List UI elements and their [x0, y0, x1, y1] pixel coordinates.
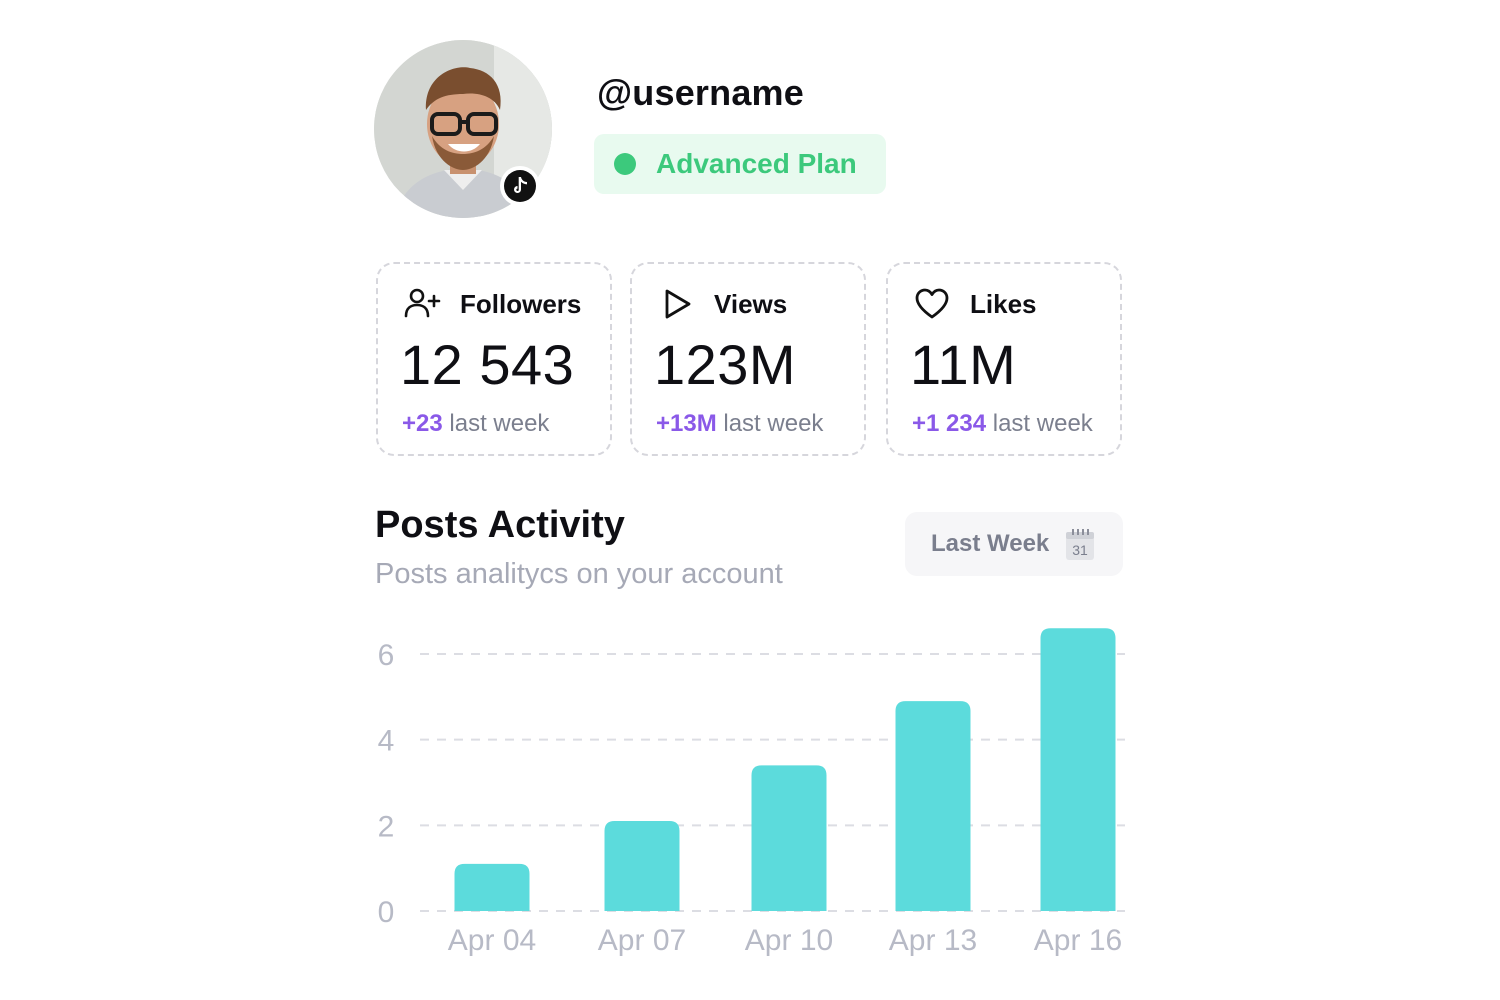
stat-delta-suffix: last week — [992, 410, 1093, 437]
x-tick-label: Apr 07 — [598, 924, 686, 957]
stat-name: Likes — [970, 288, 1037, 319]
calendar-icon: 31 — [1066, 529, 1095, 560]
stat-card-likes[interactable]: Likes 11M +1 234 last week — [886, 262, 1122, 456]
play-icon — [665, 289, 691, 319]
status-dot-icon — [614, 153, 636, 175]
stat-name: Followers — [460, 288, 582, 319]
section-subtitle: Posts analitycs on your account — [375, 558, 783, 590]
avatar-photo — [374, 40, 552, 218]
x-tick-label: Apr 04 — [448, 924, 536, 957]
bar-apr-07[interactable] — [604, 821, 680, 911]
section-title: Posts Activity — [375, 504, 625, 546]
bar-apr-13[interactable] — [895, 701, 971, 911]
calendar-day: 31 — [1072, 542, 1088, 558]
x-tick-label: Apr 16 — [1034, 924, 1122, 957]
bar-apr-04[interactable] — [454, 863, 530, 911]
stat-delta-value: +13M — [656, 410, 717, 437]
stat-card-views[interactable]: Views 123M +13M last week — [630, 262, 866, 456]
stat-delta: +23 last week — [402, 410, 549, 438]
stat-delta-suffix: last week — [723, 410, 824, 437]
stat-delta-suffix: last week — [449, 410, 550, 437]
date-range-label: Last Week — [931, 530, 1050, 557]
y-tick-label: 4 — [378, 725, 395, 758]
stat-name: Views — [714, 288, 788, 319]
add-user-icon — [404, 288, 441, 318]
stat-value: 12 543 — [400, 333, 575, 396]
plan-label: Advanced Plan — [656, 148, 857, 179]
y-tick-label: 0 — [378, 896, 395, 929]
tiktok-icon — [500, 166, 540, 206]
stat-delta: +1 234 last week — [912, 410, 1093, 438]
avatar[interactable] — [374, 40, 552, 218]
bar-apr-16[interactable] — [1040, 628, 1116, 911]
y-tick-label: 2 — [378, 810, 395, 843]
heart-icon — [915, 288, 949, 319]
y-tick-label: 6 — [378, 639, 395, 672]
bar-apr-10[interactable] — [751, 765, 827, 911]
stat-delta: +13M last week — [656, 410, 823, 438]
username: @username — [597, 72, 804, 113]
stat-delta-value: +23 — [402, 410, 443, 437]
plan-badge: Advanced Plan — [594, 134, 886, 194]
x-tick-label: Apr 10 — [745, 924, 833, 957]
date-range-button[interactable]: Last Week 31 — [905, 512, 1123, 576]
stat-value: 123M — [654, 333, 797, 396]
x-tick-label: Apr 13 — [889, 924, 977, 957]
stat-card-followers[interactable]: Followers 12 543 +23 last week — [376, 262, 612, 456]
stat-value: 11M — [910, 333, 1017, 396]
stat-delta-value: +1 234 — [912, 410, 987, 437]
